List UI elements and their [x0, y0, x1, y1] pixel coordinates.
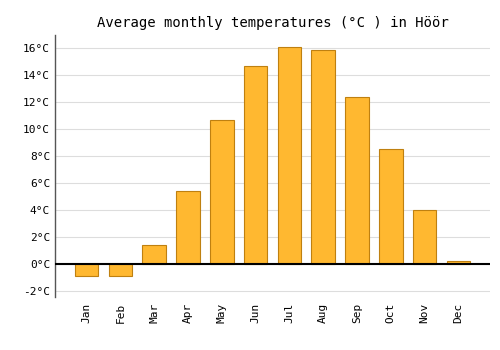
Bar: [413, 210, 436, 264]
Bar: [379, 149, 402, 264]
Bar: [244, 66, 268, 264]
Title: Average monthly temperatures (°C ) in Höör: Average monthly temperatures (°C ) in Hö…: [96, 16, 448, 30]
Bar: [446, 261, 470, 264]
Bar: [75, 264, 98, 276]
Bar: [345, 97, 369, 264]
Bar: [176, 191, 200, 264]
Bar: [278, 47, 301, 264]
Bar: [108, 264, 132, 276]
Bar: [210, 120, 234, 264]
Bar: [142, 245, 166, 264]
Bar: [312, 50, 335, 264]
